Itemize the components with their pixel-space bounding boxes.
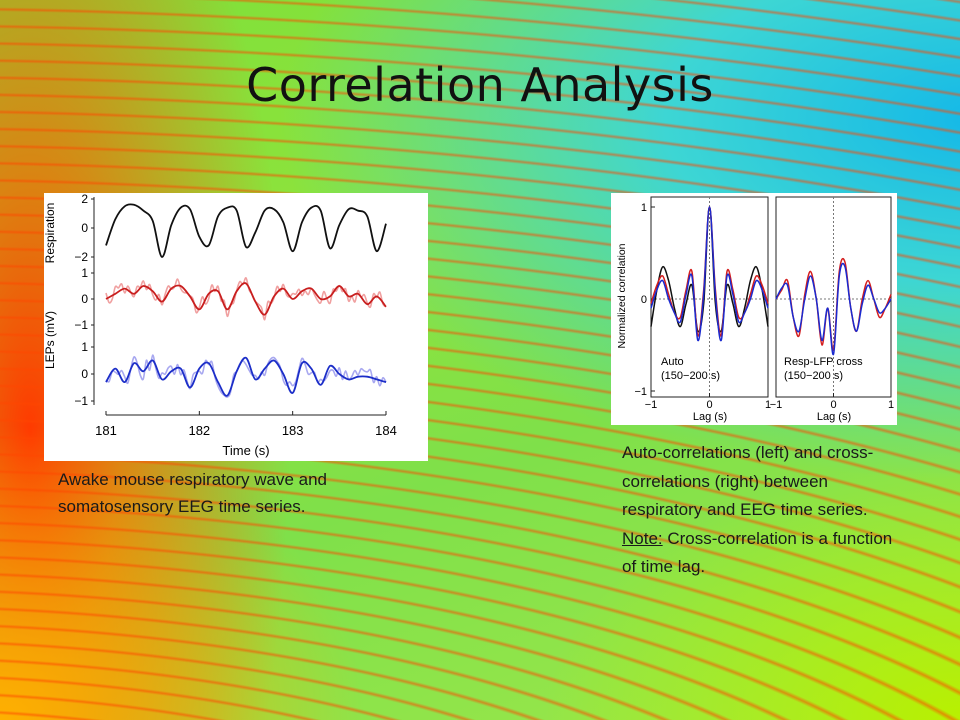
- raw-trace-line: [105, 354, 387, 398]
- note-label: Note:: [622, 528, 663, 548]
- lep-axis-label: LEPs (mV): [44, 311, 57, 369]
- y-tick-label: −1: [74, 394, 88, 408]
- correlation-red-line: [775, 257, 892, 351]
- time-series-figure: Respiration LEPs (mV) Time (s) 181 182 183…: [43, 192, 428, 461]
- x-tick-label: 1: [888, 399, 894, 411]
- right-caption-note-text: Cross-correlation is a function of time …: [622, 528, 893, 577]
- y-tick-label: −1: [74, 318, 88, 332]
- y-tick-label: 0: [81, 292, 88, 306]
- y-tick-label: −1: [634, 386, 647, 398]
- x-tick-label: 1: [765, 399, 771, 411]
- x-tick-label: −1: [645, 399, 658, 411]
- auto-lag-axis-label: Lag (s): [693, 411, 727, 423]
- y-tick-label: 0: [81, 367, 88, 381]
- cross-panel-range: (150−200 s): [784, 370, 843, 382]
- y-tick-label: 1: [641, 202, 647, 214]
- right-figure-caption: Auto-correlations (left) and cross-corre…: [622, 439, 902, 582]
- correlation-blue-line: [775, 262, 892, 355]
- cross-panel-label: Resp-LFP cross: [784, 356, 863, 368]
- lep-filtered-line: [105, 356, 387, 397]
- normalized-correlation-axis-label: Normalized correlation: [616, 243, 628, 348]
- x-tick-label: 181: [95, 423, 117, 438]
- y-tick-label: 1: [81, 340, 88, 354]
- x-tick-label: 183: [282, 423, 304, 438]
- y-tick-label: 2: [81, 193, 88, 206]
- x-tick-label: 184: [375, 423, 397, 438]
- correlation-chart: Normalized correlation Lag (s) Lag (s) A…: [616, 196, 894, 423]
- y-tick-label: −2: [74, 250, 88, 264]
- respiration-axis-label: Respiration: [44, 203, 57, 264]
- respiration-line: [105, 203, 387, 258]
- x-tick-label: 0: [706, 399, 712, 411]
- auto-panel-label: Auto: [661, 356, 684, 368]
- correlation-blue-line: [650, 206, 769, 342]
- correlation-figure: Normalized correlation Lag (s) Lag (s) A…: [611, 193, 897, 425]
- cross-lag-axis-label: Lag (s): [817, 411, 851, 423]
- time-axis-label: Time (s): [222, 443, 269, 458]
- left-figure-caption: Awake mouse respiratory wave and somatos…: [58, 470, 327, 516]
- y-tick-label: 0: [81, 221, 88, 235]
- time-series-chart: Respiration LEPs (mV) Time (s) 181 182 183…: [43, 192, 397, 458]
- x-tick-label: 0: [830, 399, 836, 411]
- y-tick-label: 0: [641, 294, 647, 306]
- y-tick-label: 1: [81, 266, 88, 280]
- lep-filtered-line: [105, 282, 387, 316]
- right-caption-text: Auto-correlations (left) and cross-corre…: [622, 443, 874, 519]
- x-tick-label: −1: [770, 399, 783, 411]
- auto-panel-range: (150−200 s): [661, 370, 720, 382]
- slide-title: Correlation Analysis: [246, 58, 714, 112]
- x-tick-label: 182: [188, 423, 210, 438]
